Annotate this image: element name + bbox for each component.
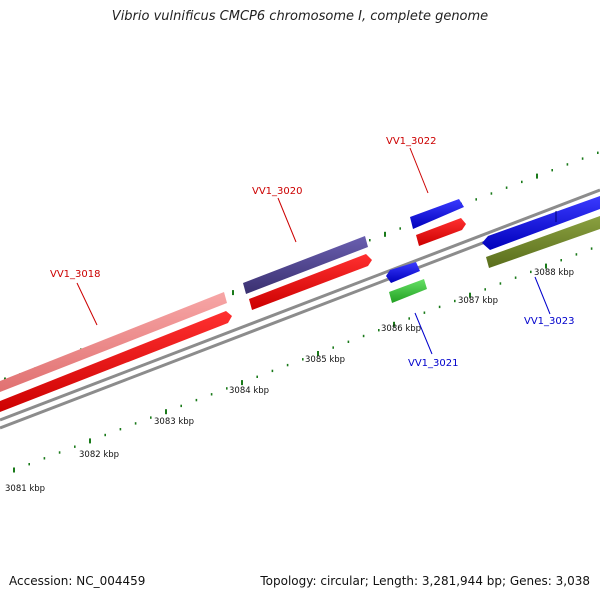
leader-vv1-3021	[414, 312, 433, 355]
gene-vv1-3020-feature[interactable]	[243, 236, 368, 294]
gene-features	[0, 196, 600, 414]
gene-vv1-3022-feature[interactable]	[410, 199, 464, 229]
scale-label: 3085 kbp	[305, 355, 345, 365]
leader-vv1-3018	[76, 282, 98, 326]
gene-green-feature[interactable]	[389, 279, 427, 303]
label-leaders	[76, 147, 551, 355]
scale-label: 3086 kbp	[381, 324, 421, 334]
leader-vv1-3022	[409, 147, 429, 194]
tick-row-lower	[13, 247, 593, 473]
gene-red-forward-feature[interactable]	[416, 218, 466, 246]
scale-label: 3088 kbp	[534, 268, 574, 278]
gene-label-vv1-3021[interactable]: VV1_3021	[408, 358, 459, 369]
scale-label: 3081 kbp	[5, 484, 45, 494]
gene-red-forward-feature[interactable]	[0, 311, 232, 414]
gene-vv1-3021-feature[interactable]	[386, 262, 420, 283]
gene-label-vv1-3018[interactable]: VV1_3018	[50, 269, 101, 280]
backbone	[0, 188, 600, 430]
scale-label: 3087 kbp	[458, 296, 498, 306]
gene-label-group: VV1_3018 VV1_3020 VV1_3022 VV1_3021 VV1_…	[50, 136, 575, 369]
gene-olive-feature[interactable]	[486, 216, 600, 268]
gene-vv1-3018-feature[interactable]	[0, 292, 227, 394]
leader-vv1-3020	[277, 197, 297, 243]
gene-label-vv1-3022[interactable]: VV1_3022	[386, 136, 437, 147]
scale-label: 3082 kbp	[79, 450, 119, 460]
scale-label: 3084 kbp	[229, 386, 269, 396]
genome-summary-text: Topology: circular; Length: 3,281,944 bp…	[260, 574, 590, 588]
accession-text: Accession: NC_004459	[9, 574, 146, 588]
scale-label: 3083 kbp	[154, 417, 194, 427]
backbone-line-upper	[0, 188, 600, 422]
gene-label-vv1-3023[interactable]: VV1_3023	[524, 316, 575, 327]
map-title: Vibrio vulnificus CMCP6 chromosome I, co…	[111, 9, 489, 24]
gene-vv1-3023-feature[interactable]	[482, 196, 600, 250]
gene-label-vv1-3020[interactable]: VV1_3020	[252, 186, 303, 197]
leader-vv1-3023	[534, 276, 551, 315]
gene-red-forward-feature[interactable]	[249, 254, 372, 310]
scale-label-group: 3081 kbp 3082 kbp 3083 kbp 3084 kbp 3085…	[5, 268, 574, 494]
